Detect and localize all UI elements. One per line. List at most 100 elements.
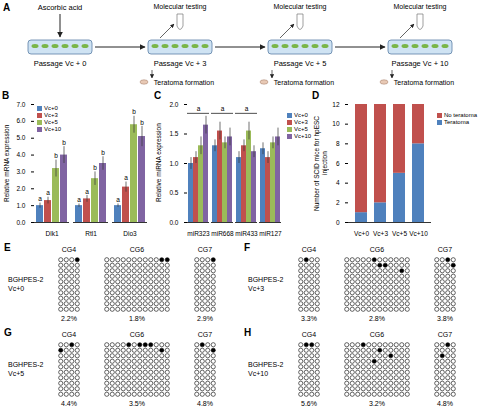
svg-text:3.2%: 3.2% xyxy=(369,400,385,407)
svg-text:miR433: miR433 xyxy=(235,230,258,237)
svg-text:CG4: CG4 xyxy=(302,246,317,253)
svg-text:miR668: miR668 xyxy=(211,230,234,237)
svg-text:Vc+0: Vc+0 xyxy=(8,285,24,292)
svg-text:2.0: 2.0 xyxy=(16,185,25,192)
svg-text:H: H xyxy=(244,327,251,338)
svg-text:4.4%: 4.4% xyxy=(61,400,77,407)
svg-text:CG7: CG7 xyxy=(438,331,453,338)
svg-text:4.8%: 4.8% xyxy=(437,400,453,407)
html-text:Relative mRNA expression: Relative mRNA expression xyxy=(3,124,10,202)
svg-text:Teratoma formation: Teratoma formation xyxy=(154,79,214,86)
svg-text:3.3%: 3.3% xyxy=(301,315,317,322)
svg-text:0: 0 xyxy=(336,219,340,226)
svg-text:7.0: 7.0 xyxy=(16,101,25,108)
svg-text:Rtl1: Rtl1 xyxy=(85,230,97,237)
svg-text:2.2%: 2.2% xyxy=(61,315,77,322)
svg-text:Dio3: Dio3 xyxy=(123,230,137,237)
svg-text:Vc+5: Vc+5 xyxy=(392,230,407,237)
html-text:Number of SCID mice for hpESC: Number of SCID mice for hpESC injection xyxy=(313,115,328,211)
svg-text:a: a xyxy=(245,105,249,112)
svg-text:a: a xyxy=(38,195,42,202)
svg-text:b: b xyxy=(54,152,58,159)
svg-text:1.0: 1.0 xyxy=(16,202,25,209)
svg-text:Teratoma formation: Teratoma formation xyxy=(394,79,454,86)
svg-text:G: G xyxy=(4,327,12,338)
svg-text:Passage Vc + 0: Passage Vc + 0 xyxy=(34,59,87,68)
svg-text:0.0: 0.0 xyxy=(16,219,25,226)
svg-text:6: 6 xyxy=(336,160,340,167)
svg-text:F: F xyxy=(244,242,250,253)
svg-text:miR323: miR323 xyxy=(187,230,210,237)
svg-text:Passage Vc + 10: Passage Vc + 10 xyxy=(392,59,449,68)
svg-text:BGHPES-2: BGHPES-2 xyxy=(248,361,284,368)
svg-text:Molecular testing: Molecular testing xyxy=(274,3,327,11)
svg-text:b: b xyxy=(140,118,144,125)
html-text:C: C xyxy=(154,90,162,101)
svg-text:2.0: 2.0 xyxy=(169,101,178,108)
svg-text:3.0: 3.0 xyxy=(16,168,25,175)
svg-text:a: a xyxy=(116,196,120,203)
svg-text:4: 4 xyxy=(336,179,340,186)
svg-text:CG7: CG7 xyxy=(438,246,453,253)
svg-text:CG7: CG7 xyxy=(198,331,213,338)
svg-text:Passage Vc + 5: Passage Vc + 5 xyxy=(274,59,327,68)
svg-text:miR127: miR127 xyxy=(259,230,282,237)
svg-text:b: b xyxy=(132,108,136,115)
svg-text:a: a xyxy=(46,189,50,196)
svg-text:0.5: 0.5 xyxy=(169,189,178,196)
svg-text:Ascorbic acid: Ascorbic acid xyxy=(38,3,83,12)
svg-text:1.0: 1.0 xyxy=(169,160,178,167)
svg-text:Passage Vc + 3: Passage Vc + 3 xyxy=(154,59,207,68)
svg-text:2.8%: 2.8% xyxy=(369,315,385,322)
svg-text:2: 2 xyxy=(336,199,340,206)
svg-text:a: a xyxy=(85,188,89,195)
svg-text:BGHPES-2: BGHPES-2 xyxy=(8,361,44,368)
svg-text:4.0: 4.0 xyxy=(16,151,25,158)
svg-text:CG6: CG6 xyxy=(370,331,385,338)
svg-text:Vc+5: Vc+5 xyxy=(8,370,24,377)
svg-text:0.0: 0.0 xyxy=(169,219,178,226)
svg-text:b: b xyxy=(101,149,105,156)
svg-text:Vc+10: Vc+10 xyxy=(248,370,268,377)
svg-text:6.0: 6.0 xyxy=(16,117,25,124)
svg-text:1.5: 1.5 xyxy=(169,130,178,137)
svg-text:a: a xyxy=(124,174,128,181)
svg-text:A: A xyxy=(3,2,10,13)
svg-text:1.8%: 1.8% xyxy=(129,315,145,322)
svg-text:CG6: CG6 xyxy=(130,246,145,253)
svg-text:8: 8 xyxy=(336,140,340,147)
svg-text:a: a xyxy=(221,105,225,112)
svg-text:BGHPES-2: BGHPES-2 xyxy=(248,276,284,283)
svg-text:CG4: CG4 xyxy=(62,246,77,253)
svg-text:12: 12 xyxy=(332,101,340,108)
svg-text:Vc+0: Vc+0 xyxy=(354,230,369,237)
html-text:B: B xyxy=(2,90,10,101)
svg-text:3.8%: 3.8% xyxy=(437,315,453,322)
svg-text:CG4: CG4 xyxy=(302,331,317,338)
svg-text:CG4: CG4 xyxy=(62,331,77,338)
svg-text:3.5%: 3.5% xyxy=(129,400,145,407)
html-text:Relative miRNA expression: Relative miRNA expression xyxy=(155,123,162,203)
html-text:D: D xyxy=(312,90,320,101)
svg-text:Vc+10: Vc+10 xyxy=(409,230,428,237)
svg-text:CG6: CG6 xyxy=(370,246,385,253)
svg-text:Vc+3: Vc+3 xyxy=(373,230,388,237)
svg-text:b: b xyxy=(93,164,97,171)
svg-text:b: b xyxy=(62,139,66,146)
svg-text:CG6: CG6 xyxy=(130,331,145,338)
svg-text:Molecular testing: Molecular testing xyxy=(154,3,207,11)
svg-text:CG7: CG7 xyxy=(198,246,213,253)
svg-text:a: a xyxy=(77,196,81,203)
svg-text:BGHPES-2: BGHPES-2 xyxy=(8,276,44,283)
svg-text:10: 10 xyxy=(332,120,340,127)
svg-text:5.0: 5.0 xyxy=(16,134,25,141)
svg-text:Teratoma formation: Teratoma formation xyxy=(274,79,334,86)
svg-text:a: a xyxy=(197,105,201,112)
svg-text:Molecular testing: Molecular testing xyxy=(394,3,447,11)
svg-text:4.8%: 4.8% xyxy=(197,400,213,407)
svg-text:2.9%: 2.9% xyxy=(197,315,213,322)
svg-text:5.6%: 5.6% xyxy=(301,400,317,407)
svg-text:E: E xyxy=(4,242,11,253)
svg-text:Dlk1: Dlk1 xyxy=(45,230,58,237)
svg-text:Vc+3: Vc+3 xyxy=(248,285,264,292)
